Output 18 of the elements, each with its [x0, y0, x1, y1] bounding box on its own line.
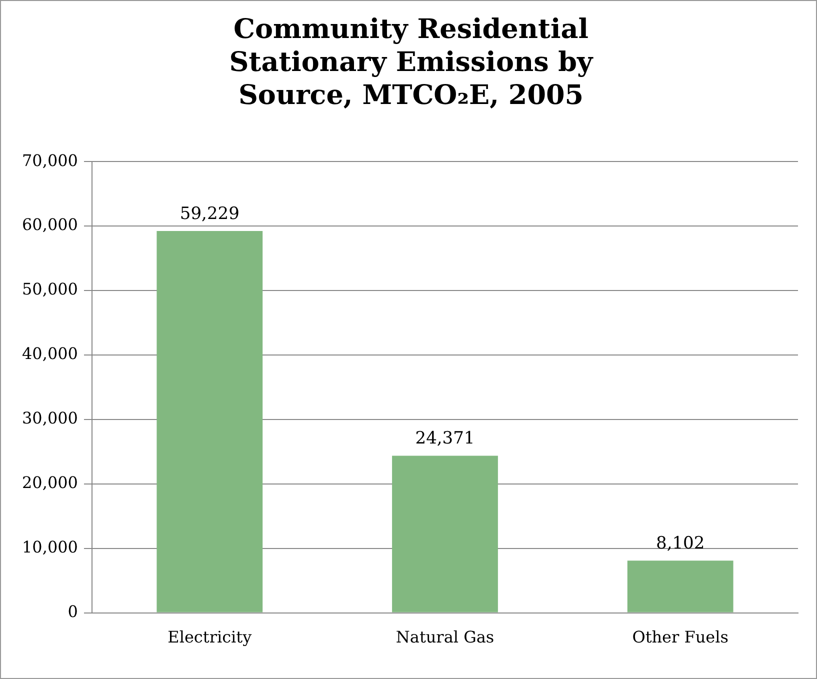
- y-tick-label: 40,000: [22, 344, 78, 364]
- y-tick-label: 10,000: [22, 538, 78, 556]
- y-tick-label: 50,000: [22, 280, 78, 299]
- y-tick-label: 70,000: [22, 150, 78, 170]
- y-tick-label: 30,000: [22, 408, 78, 428]
- bar: [156, 231, 263, 612]
- data-label: 24,371: [415, 428, 475, 449]
- chart-title: Community Residential Stationary Emissions by Source, MTCO₂E, 2005: [228, 13, 594, 112]
- x-tick-label: Electricity: [168, 628, 252, 647]
- x-tick-label: Other Fuels: [632, 628, 728, 647]
- bar: [627, 560, 734, 612]
- data-label: 8,102: [656, 534, 705, 554]
- y-tick-label: 0: [68, 602, 78, 621]
- data-label: 59,229: [180, 204, 240, 224]
- y-tick-label: 60,000: [22, 215, 78, 234]
- x-tick-label: Natural Gas: [396, 628, 494, 647]
- y-tick-label: 20,000: [22, 473, 78, 492]
- bar: [392, 456, 498, 612]
